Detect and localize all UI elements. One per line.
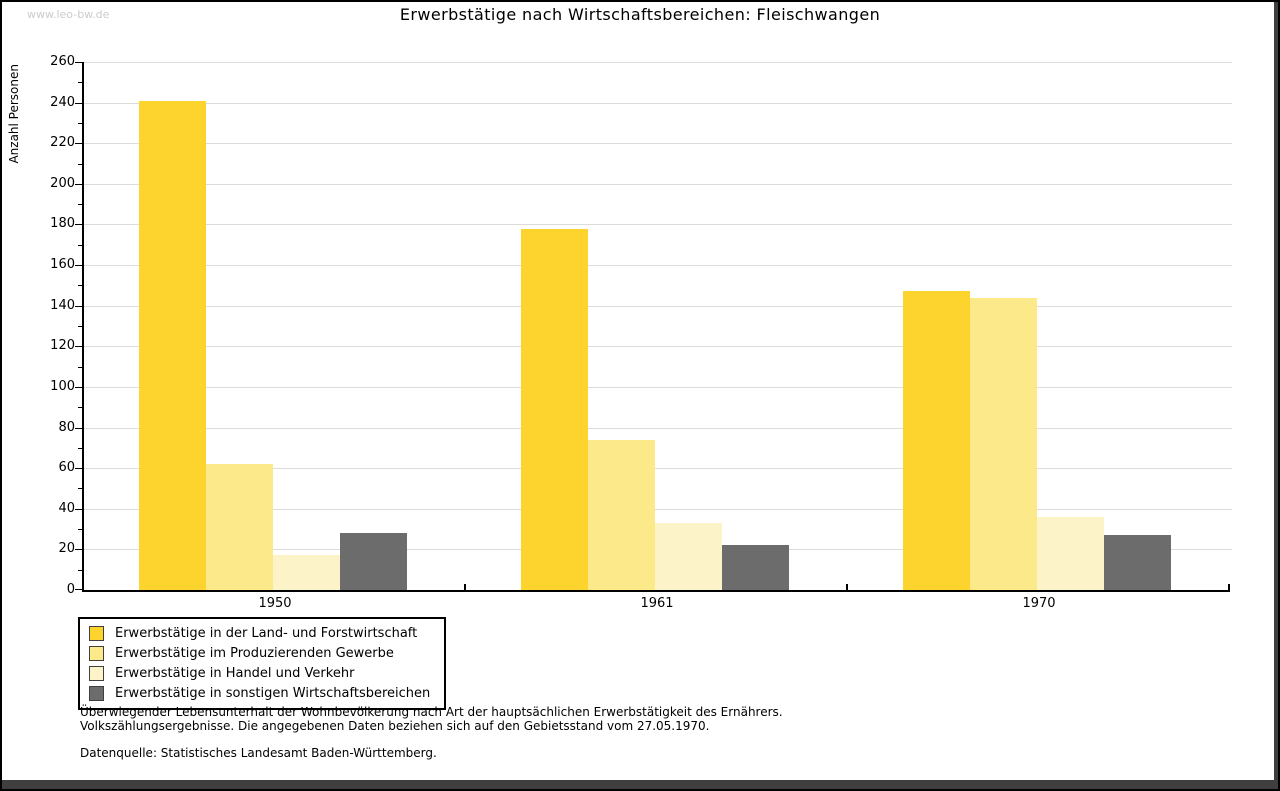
bar-1961-series4 [722, 545, 789, 590]
gridline [84, 508, 1232, 510]
y-tick-label: 180 [50, 216, 75, 232]
y-major-tick [75, 143, 82, 145]
y-major-tick [75, 183, 82, 185]
y-major-tick [75, 265, 82, 267]
y-tick-label: 220 [50, 135, 75, 151]
frame-shadow-right [1274, 2, 1278, 789]
gridline [84, 346, 1232, 348]
gridline [84, 427, 1232, 429]
bar-1950-series4 [340, 533, 407, 590]
gridline [84, 468, 1232, 470]
gridline [84, 224, 1232, 226]
gridline [84, 386, 1232, 388]
x-axis-tick [1228, 584, 1230, 590]
y-minor-tick [78, 122, 82, 124]
bar-1961-series2 [588, 439, 655, 590]
legend-label-series3: Erwerbstätige in Handel und Verkehr [115, 665, 355, 681]
gridline [84, 265, 1232, 267]
gridline [84, 305, 1232, 307]
y-minor-tick [78, 407, 82, 409]
plot-area: 0 20 40 60 80 100 120 140 160 180 200 220 240 260 1950… [50, 55, 1232, 611]
y-tick-label: 60 [58, 460, 75, 476]
legend-item-4: Erwerbstätige in sonstigen Wirtschaftsbe… [80, 683, 444, 703]
y-major-tick [75, 589, 82, 590]
y-minor-tick [78, 82, 82, 84]
legend-swatch-series4 [89, 685, 104, 701]
gridline [84, 183, 1232, 185]
y-tick-label: 200 [50, 175, 75, 191]
bar-1970-series4 [1104, 535, 1171, 590]
legend: Erwerbstätige in der Land- und Forstwirt… [78, 617, 446, 710]
legend-swatch-series3 [89, 665, 104, 681]
y-tick-label: 260 [50, 54, 75, 69]
x-category-label: 1950 [258, 596, 292, 611]
y-major-tick [75, 305, 82, 307]
y-minor-tick [78, 244, 82, 246]
legend-label-series1: Erwerbstätige in der Land- und Forstwirt… [115, 625, 418, 641]
y-tick-label: 20 [58, 541, 75, 557]
y-major-tick [75, 386, 82, 388]
y-minor-tick [78, 326, 82, 327]
gridline [84, 62, 1232, 63]
watermark: www.leo-bw.de [27, 8, 110, 21]
legend-item-1: Erwerbstätige in der Land- und Forstwirt… [80, 623, 444, 643]
y-minor-tick [78, 529, 82, 531]
bar-1961-series1 [521, 228, 588, 590]
footer-note-line1: Überwiegender Lebensunterhalt der Wohnbe… [80, 705, 783, 719]
y-tick-label: 100 [50, 378, 75, 394]
y-axis-title: Anzahl Personen [7, 64, 21, 164]
y-tick-label: 40 [58, 500, 75, 516]
y-major-tick [75, 62, 82, 63]
y-tick-label: 140 [50, 297, 75, 313]
frame-shadow-bottom [2, 780, 1278, 789]
y-tick-label: 80 [58, 419, 75, 435]
y-minor-tick [78, 488, 82, 490]
y-tick-label: 0 [66, 582, 75, 597]
bar-1970-series1 [903, 291, 970, 590]
bar-1950-series1 [139, 100, 206, 590]
y-major-tick [75, 224, 82, 226]
gridline [84, 102, 1232, 104]
y-minor-tick [78, 447, 82, 449]
x-category-label: 1961 [640, 596, 674, 611]
legend-label-series4: Erwerbstätige in sonstigen Wirtschaftsbe… [115, 685, 431, 701]
legend-item-3: Erwerbstätige in Handel und Verkehr [80, 663, 444, 683]
y-tick-label: 120 [50, 338, 75, 354]
y-minor-tick [78, 285, 82, 287]
y-major-tick [75, 549, 82, 551]
footer-notes: Überwiegender Lebensunterhalt der Wohnbe… [80, 705, 783, 761]
y-minor-tick [78, 204, 82, 206]
footer-note-line2: Volkszählungsergebnisse. Die angegebenen… [80, 718, 710, 733]
bar-1950-series2 [206, 464, 273, 590]
data-source-note: Datenquelle: Statistisches Landesamt Bad… [80, 746, 437, 760]
y-minor-tick [78, 569, 82, 571]
y-tick-label: 160 [50, 257, 75, 273]
y-major-tick [75, 468, 82, 470]
x-axis-tick [846, 584, 848, 590]
gridline [84, 143, 1232, 145]
x-category-label: 1970 [1022, 596, 1056, 611]
y-major-tick [75, 346, 82, 348]
y-major-tick [75, 427, 82, 429]
y-major-tick [75, 508, 82, 510]
bar-1970-series3 [1037, 516, 1104, 590]
legend-swatch-series1 [89, 625, 104, 641]
legend-label-series2: Erwerbstätige im Produzierenden Gewerbe [115, 645, 394, 661]
legend-item-2: Erwerbstätige im Produzierenden Gewerbe [80, 643, 444, 663]
y-minor-tick [78, 366, 82, 368]
bar-1950-series3 [273, 555, 340, 590]
y-major-tick [75, 102, 82, 104]
bar-1961-series3 [655, 523, 722, 590]
chart-title: Erwerbstätige nach Wirtschaftsbereichen:… [399, 5, 881, 24]
y-minor-tick [78, 163, 82, 165]
y-tick-label: 240 [50, 94, 75, 110]
bar-1970-series2 [970, 297, 1037, 590]
x-axis-tick [464, 584, 466, 590]
legend-swatch-series2 [89, 645, 104, 661]
